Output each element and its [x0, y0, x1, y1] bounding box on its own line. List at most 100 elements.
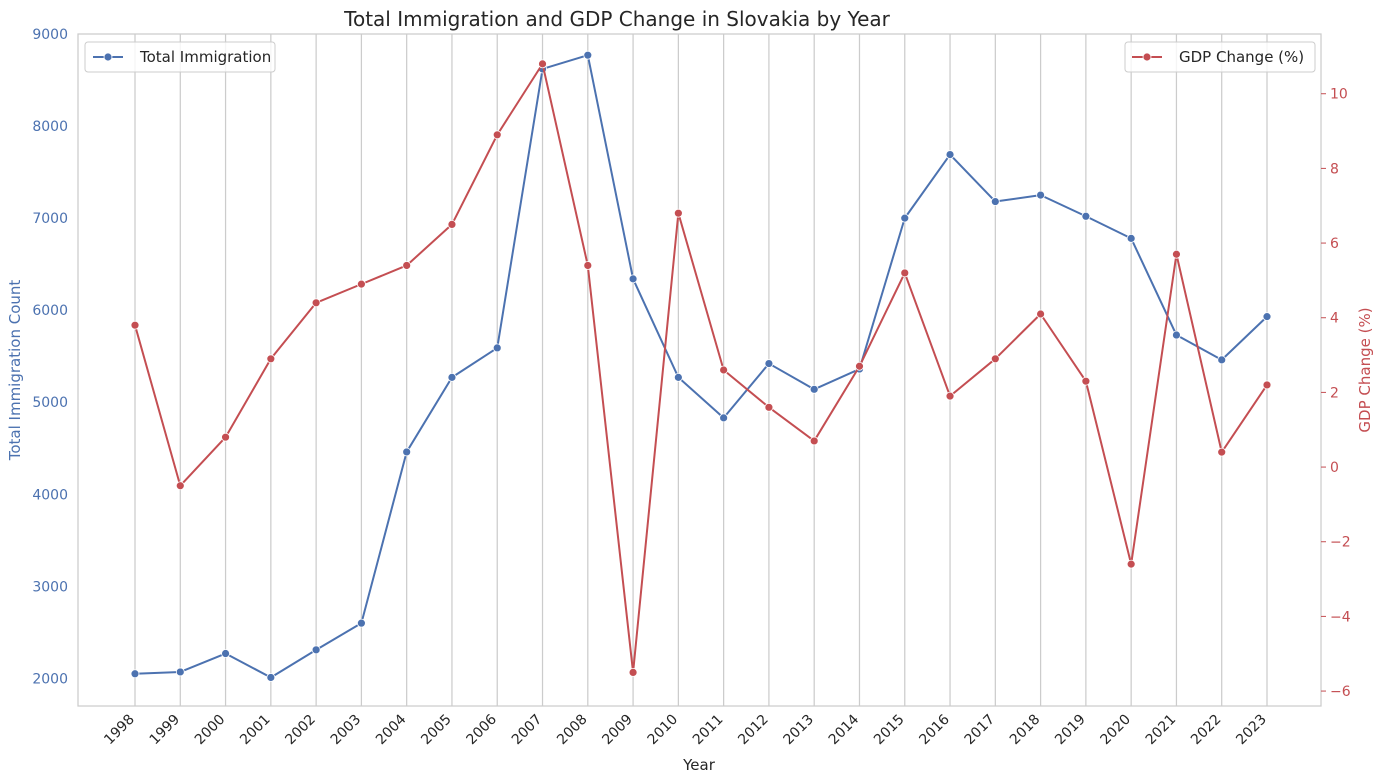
data-point-gdp	[990, 354, 1000, 364]
data-point-immigration	[266, 673, 276, 682]
legend-immigration-marker	[103, 52, 113, 62]
data-point-immigration	[809, 384, 819, 394]
data-point-gdp	[266, 354, 276, 364]
data-point-immigration	[900, 213, 910, 223]
data-point-gdp	[311, 298, 321, 308]
x-tick-label: 2018	[1007, 712, 1044, 749]
data-point-gdp	[130, 320, 140, 330]
x-tick-label: 2004	[373, 711, 410, 748]
left-tick-label: 8000	[32, 119, 68, 135]
data-point-gdp	[402, 261, 412, 270]
data-point-gdp	[1217, 447, 1227, 457]
x-tick-label: 2023	[1233, 712, 1270, 749]
left-tick-label: 7000	[32, 211, 68, 227]
data-point-immigration	[673, 372, 683, 382]
x-tick-label: 2007	[509, 712, 546, 749]
data-point-gdp	[719, 365, 729, 375]
data-point-gdp	[1126, 559, 1136, 569]
data-point-gdp	[1262, 380, 1272, 390]
left-tick-label: 9000	[32, 27, 68, 43]
x-tick-label: 2022	[1188, 712, 1225, 749]
data-point-gdp	[900, 268, 910, 278]
x-axis-title: Year	[682, 756, 716, 774]
x-tick-label: 2010	[645, 712, 682, 749]
data-point-gdp	[1081, 376, 1091, 386]
right-tick-label: −2	[1330, 535, 1351, 551]
x-tick-label: 2016	[916, 711, 953, 748]
x-tick-label: 2013	[781, 712, 818, 749]
data-point-immigration	[1126, 233, 1136, 243]
data-point-immigration	[1172, 330, 1181, 340]
x-tick-label: 2005	[418, 712, 455, 749]
legend-immigration-label: Total Immigration	[139, 48, 271, 66]
data-point-gdp	[1036, 309, 1045, 319]
data-point-immigration	[990, 197, 1000, 206]
data-point-immigration	[1036, 190, 1045, 200]
left-axis-ticks: 2000 3000 4000 5000 6000 7000 8000 9000	[32, 27, 68, 687]
data-point-immigration	[583, 50, 593, 60]
x-tick-label: 2015	[871, 712, 908, 749]
x-tick-label: 2020	[1097, 712, 1134, 749]
data-point-gdp	[492, 130, 502, 140]
x-tick-label: 2008	[554, 712, 591, 749]
data-point-immigration	[945, 150, 955, 159]
data-point-gdp	[945, 391, 955, 401]
data-point-immigration	[719, 413, 729, 423]
series-line-immigration	[134, 54, 1268, 679]
right-tick-label: 8	[1330, 161, 1339, 177]
chart-title: Total Immigration and GDP Change in Slov…	[343, 7, 890, 31]
data-point-immigration	[402, 447, 412, 457]
left-tick-label: 3000	[32, 579, 68, 595]
left-tick-label: 4000	[32, 487, 68, 503]
data-point-gdp	[221, 432, 230, 442]
right-axis-title: GDP Change (%)	[1356, 307, 1374, 432]
x-tick-label: 2009	[599, 712, 636, 749]
left-tick-label: 6000	[32, 303, 68, 319]
x-tick-label: 2012	[735, 712, 772, 749]
right-tick-label: 10	[1330, 87, 1348, 103]
data-point-immigration	[356, 618, 366, 628]
x-tick-label: 1999	[147, 712, 184, 749]
right-tick-label: −6	[1330, 684, 1351, 700]
right-tick-label: 6	[1330, 236, 1339, 252]
data-point-immigration	[1262, 312, 1272, 322]
right-tick-label: −4	[1330, 609, 1351, 625]
data-point-gdp	[764, 402, 774, 412]
data-point-immigration	[492, 343, 502, 353]
plot-frame	[77, 33, 1322, 707]
data-point-gdp	[1172, 249, 1181, 259]
right-axis-ticks: −6 −4 −2 0 2 4 6 8 10	[1321, 87, 1351, 700]
data-point-immigration	[311, 645, 321, 655]
legend-immigration: Total Immigration	[84, 41, 276, 73]
left-tick-label: 5000	[32, 395, 68, 411]
data-point-gdp	[356, 279, 366, 289]
data-point-gdp	[855, 361, 864, 371]
x-tick-label: 2001	[237, 712, 274, 749]
data-point-immigration	[175, 667, 185, 677]
data-point-immigration	[1217, 355, 1227, 365]
series-layer	[130, 50, 1272, 682]
data-point-immigration	[221, 649, 230, 658]
data-point-gdp	[583, 261, 593, 270]
data-point-gdp	[809, 436, 819, 446]
data-point-gdp	[175, 481, 185, 491]
series-line-gdp	[134, 62, 1268, 674]
right-tick-label: 4	[1330, 311, 1339, 327]
x-tick-label: 2002	[282, 712, 319, 749]
legend-gdp: GDP Change (%)	[1124, 41, 1316, 73]
data-point-immigration	[130, 669, 140, 679]
x-axis-ticks: 1998 1999 2000 2001 2002 2003 2004 2005 2006 2007…	[101, 711, 1270, 748]
x-tick-label: 1998	[101, 712, 138, 749]
x-tick-label: 2000	[192, 712, 229, 749]
x-tick-label: 2019	[1052, 712, 1089, 749]
right-tick-label: 2	[1330, 385, 1339, 401]
x-tick-label: 2014	[826, 711, 863, 748]
x-tick-label: 2006	[464, 711, 501, 748]
data-point-immigration	[447, 372, 457, 382]
left-axis-title: Total Immigration Count	[6, 280, 24, 462]
data-point-gdp	[447, 219, 457, 229]
legend-gdp-label: GDP Change (%)	[1179, 48, 1304, 66]
left-tick-label: 2000	[32, 671, 68, 687]
data-point-immigration	[628, 274, 638, 284]
